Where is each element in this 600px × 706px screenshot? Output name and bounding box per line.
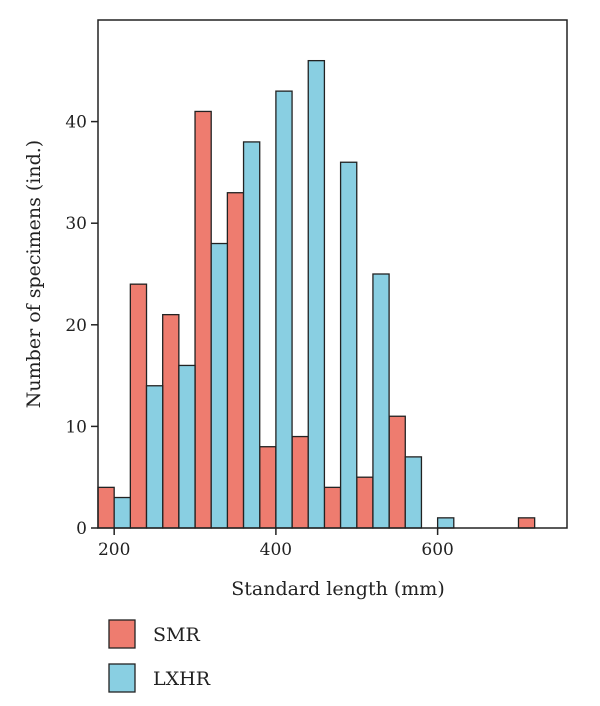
bar-lxhr-500 [372,273,390,529]
bar-lxhr-340 [242,141,261,529]
bar-smr-220 [129,283,148,529]
bar-smr-300 [194,110,212,529]
bars-group [97,59,536,529]
legend-label-lxhr: LXHR [153,668,211,690]
bar-smr-180 [97,486,115,529]
plot-frame [97,19,568,529]
bar-smr-460 [323,486,342,529]
legend-swatch-lxhr [108,663,136,693]
bar-lxhr-180 [113,496,131,529]
bar-lxhr-300 [210,242,229,529]
x-tick-label: 600 [421,540,453,560]
y-tick-label: 30 [65,214,87,234]
bar-lxhr-260 [178,364,196,529]
x-tick-label: 200 [98,540,130,560]
x-tick-label: 400 [260,540,292,560]
bar-smr-420 [291,435,309,529]
y-tick-label: 10 [65,417,87,437]
y-tick-label: 40 [65,113,87,133]
bar-smr-500 [356,476,374,529]
y-tick-label: 20 [65,316,87,336]
bar-lxhr-380 [275,90,293,529]
bar-smr-260 [162,313,180,529]
bar-lxhr-540 [404,456,423,529]
legend-label-smr: SMR [153,624,200,646]
y-axis: 0 10 20 30 40 [65,113,98,539]
bar-lxhr-420 [307,59,326,529]
bar-smr-380 [259,446,277,529]
x-axis: 200 400 600 [98,528,454,560]
bar-lxhr-580 [436,517,455,529]
legend: SMR LXHR [108,619,211,693]
bar-lxhr-220 [145,385,164,529]
legend-swatch-smr [108,619,136,649]
x-axis-title: Standard length (mm) [231,578,444,600]
bar-smr-340 [226,192,245,529]
bar-lxhr-460 [339,161,358,529]
bar-smr-700 [517,517,536,529]
y-axis-title: Number of specimens (ind.) [23,140,45,408]
bar-smr-540 [388,415,406,529]
y-tick-label: 0 [76,519,87,539]
